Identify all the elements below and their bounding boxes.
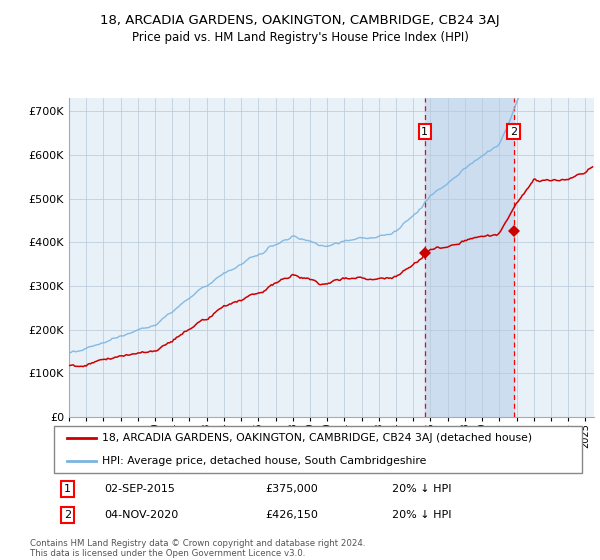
Text: 1: 1 (64, 484, 71, 494)
Text: £426,150: £426,150 (265, 510, 318, 520)
Bar (425, 98, 514, 417)
Text: 2: 2 (64, 510, 71, 520)
Text: 20% ↓ HPI: 20% ↓ HPI (392, 484, 451, 494)
Text: £375,000: £375,000 (265, 484, 318, 494)
Text: 18, ARCADIA GARDENS, OAKINGTON, CAMBRIDGE, CB24 3AJ: 18, ARCADIA GARDENS, OAKINGTON, CAMBRIDG… (100, 14, 500, 27)
Text: Price paid vs. HM Land Registry's House Price Index (HPI): Price paid vs. HM Land Registry's House … (131, 31, 469, 44)
Text: 18, ARCADIA GARDENS, OAKINGTON, CAMBRIDGE, CB24 3AJ (detached house): 18, ARCADIA GARDENS, OAKINGTON, CAMBRIDG… (101, 433, 532, 443)
Text: 04-NOV-2020: 04-NOV-2020 (104, 510, 178, 520)
Text: 2: 2 (510, 127, 517, 137)
Text: 20% ↓ HPI: 20% ↓ HPI (392, 510, 451, 520)
Text: 02-SEP-2015: 02-SEP-2015 (104, 484, 175, 494)
Text: 1: 1 (421, 127, 428, 137)
Text: Contains HM Land Registry data © Crown copyright and database right 2024.
This d: Contains HM Land Registry data © Crown c… (30, 539, 365, 558)
Text: HPI: Average price, detached house, South Cambridgeshire: HPI: Average price, detached house, Sout… (101, 456, 426, 466)
